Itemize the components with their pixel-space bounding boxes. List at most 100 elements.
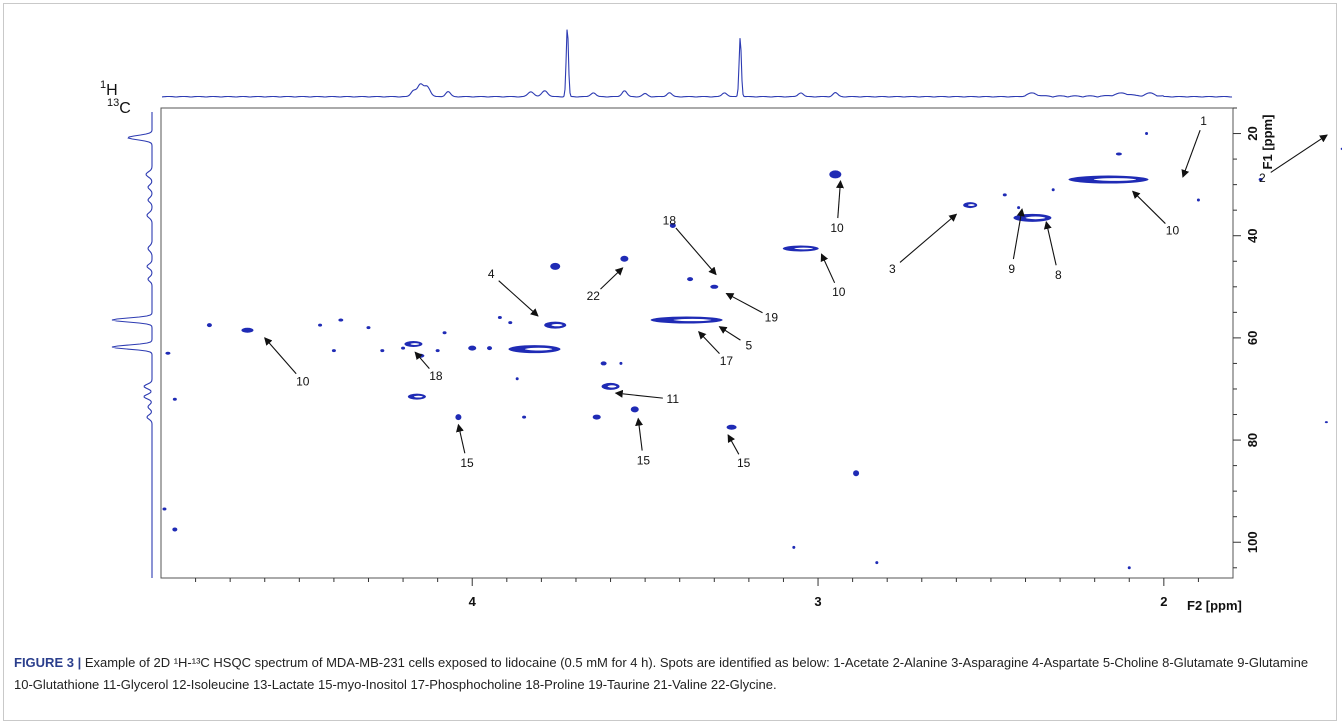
left-projection-label-main: C xyxy=(119,100,131,117)
peak-24 xyxy=(508,345,561,354)
left-projection-label-sup: 13 xyxy=(107,97,119,109)
annotation-label-7: 3 xyxy=(889,262,896,276)
peak-22 xyxy=(522,415,527,419)
top-1h-projection xyxy=(161,29,1233,98)
annotation-label-5: 10 xyxy=(830,221,844,235)
annotation-arrow-8 xyxy=(1012,208,1025,260)
peak-39 xyxy=(782,245,819,252)
annotation-label-12: 4 xyxy=(488,267,495,281)
annotation-arrow-11 xyxy=(600,267,624,290)
peak-51 xyxy=(1068,175,1149,184)
peak-52 xyxy=(1115,152,1122,156)
peak-12 xyxy=(404,341,423,348)
annotation-arrow-7 xyxy=(899,213,958,263)
top-projection-trace xyxy=(161,29,1233,98)
peak-40 xyxy=(829,170,842,179)
peak-38 xyxy=(726,424,737,430)
annotation-arrow-1 xyxy=(1270,134,1328,173)
left-projection-trace xyxy=(111,112,153,578)
peak-49 xyxy=(1051,188,1055,192)
peak-19 xyxy=(487,346,493,351)
peak-0 xyxy=(165,351,171,355)
x-axis-title: F2 [ppm] xyxy=(1187,598,1242,613)
annotation-label-10: 18 xyxy=(663,213,677,227)
peak-17 xyxy=(435,349,440,353)
plot-area xyxy=(160,107,1234,579)
annotation-label-22: 15 xyxy=(737,456,751,470)
peak-30 xyxy=(601,382,620,390)
y-tick-label-80: 80 xyxy=(1245,433,1260,447)
peak-43 xyxy=(875,561,879,565)
y-axis: 20 40 60 80 100 xyxy=(1233,107,1260,569)
peak-25 xyxy=(544,321,567,329)
peak-35 xyxy=(669,223,676,228)
figure-caption: FIGURE 3 | Example of 2D ¹H-¹³C HSQC spe… xyxy=(14,652,1324,696)
annotation-label-8: 9 xyxy=(1008,262,1015,276)
left-projection-label: 13C xyxy=(107,97,131,117)
annotation-label-19: 11 xyxy=(667,392,680,406)
peak-21 xyxy=(515,377,519,381)
annotation-arrow-18 xyxy=(414,351,430,369)
x-tick-label-2: 2 xyxy=(1160,594,1167,609)
annotation-arrow-10 xyxy=(675,227,717,276)
annotation-arrow-9 xyxy=(1043,220,1057,266)
peak-46 xyxy=(1002,193,1007,197)
annotation-label-6: 10 xyxy=(1166,224,1180,238)
peak-8 xyxy=(338,318,344,322)
peak-5 xyxy=(241,327,254,333)
annotation-label-21: 15 xyxy=(637,454,651,468)
x-tick-label-4: 4 xyxy=(469,594,477,609)
peak-16 xyxy=(442,331,447,335)
peak-29 xyxy=(619,361,623,365)
peak-54 xyxy=(1258,178,1263,182)
annotation-label-13: 10 xyxy=(832,285,846,299)
peak-48 xyxy=(1013,213,1052,222)
annotation-label-1: 2 xyxy=(1259,171,1266,185)
y-tick-label-60: 60 xyxy=(1245,331,1260,345)
peak-55 xyxy=(1324,421,1328,424)
hsqc-spectrum-chart: 122112131010398182241019517101811151515 … xyxy=(100,29,1342,613)
peak-26 xyxy=(550,262,561,270)
annotation-label-20: 15 xyxy=(460,456,474,470)
peak-23 xyxy=(508,321,513,325)
annotation-layer: 122112131010398182241019517101811151515 xyxy=(264,114,1328,470)
peak-27 xyxy=(592,414,601,420)
peak-9 xyxy=(366,326,371,330)
annotation-arrow-14 xyxy=(725,292,763,314)
y-tick-label-100: 100 xyxy=(1245,531,1260,553)
annotation-label-16: 17 xyxy=(720,354,734,368)
annotation-arrow-22 xyxy=(727,434,740,455)
peak-42 xyxy=(792,545,796,549)
peak-32 xyxy=(620,255,629,262)
peak-6 xyxy=(318,323,323,327)
annotation-arrow-13 xyxy=(820,253,836,284)
top-projection-label-main: H xyxy=(106,82,118,99)
peak-41 xyxy=(853,470,860,477)
annotation-arrow-20 xyxy=(456,423,466,454)
peak-3 xyxy=(172,527,178,532)
caption-label: FIGURE 3 | xyxy=(14,655,82,670)
peak-31 xyxy=(630,406,639,413)
y-tick-label-40: 40 xyxy=(1245,228,1260,242)
annotation-label-14: 19 xyxy=(765,310,779,324)
annotation-arrow-12 xyxy=(498,280,539,317)
peak-18 xyxy=(468,345,477,351)
peak-10 xyxy=(380,349,385,353)
peak-7 xyxy=(331,349,336,353)
caption-text: Example of 2D ¹H-¹³C HSQC spectrum of MD… xyxy=(14,655,1309,692)
peak-47 xyxy=(1017,206,1021,210)
peak-15 xyxy=(455,414,462,421)
peak-45 xyxy=(963,202,978,209)
figure-frame xyxy=(3,3,1337,721)
x-tick-label-3: 3 xyxy=(814,594,821,609)
annotation-label-17: 10 xyxy=(296,374,310,388)
peak-11 xyxy=(401,346,406,350)
annotation-arrow-15 xyxy=(718,326,741,341)
y-axis-title: F1 [ppm] xyxy=(1260,115,1275,170)
peak-2 xyxy=(162,507,167,511)
top-projection-label-sup: 1 xyxy=(100,79,106,91)
annotation-label-9: 8 xyxy=(1055,268,1062,282)
peak-20 xyxy=(497,315,502,319)
annotation-arrow-6 xyxy=(1132,190,1166,224)
peak-44 xyxy=(1127,566,1131,570)
